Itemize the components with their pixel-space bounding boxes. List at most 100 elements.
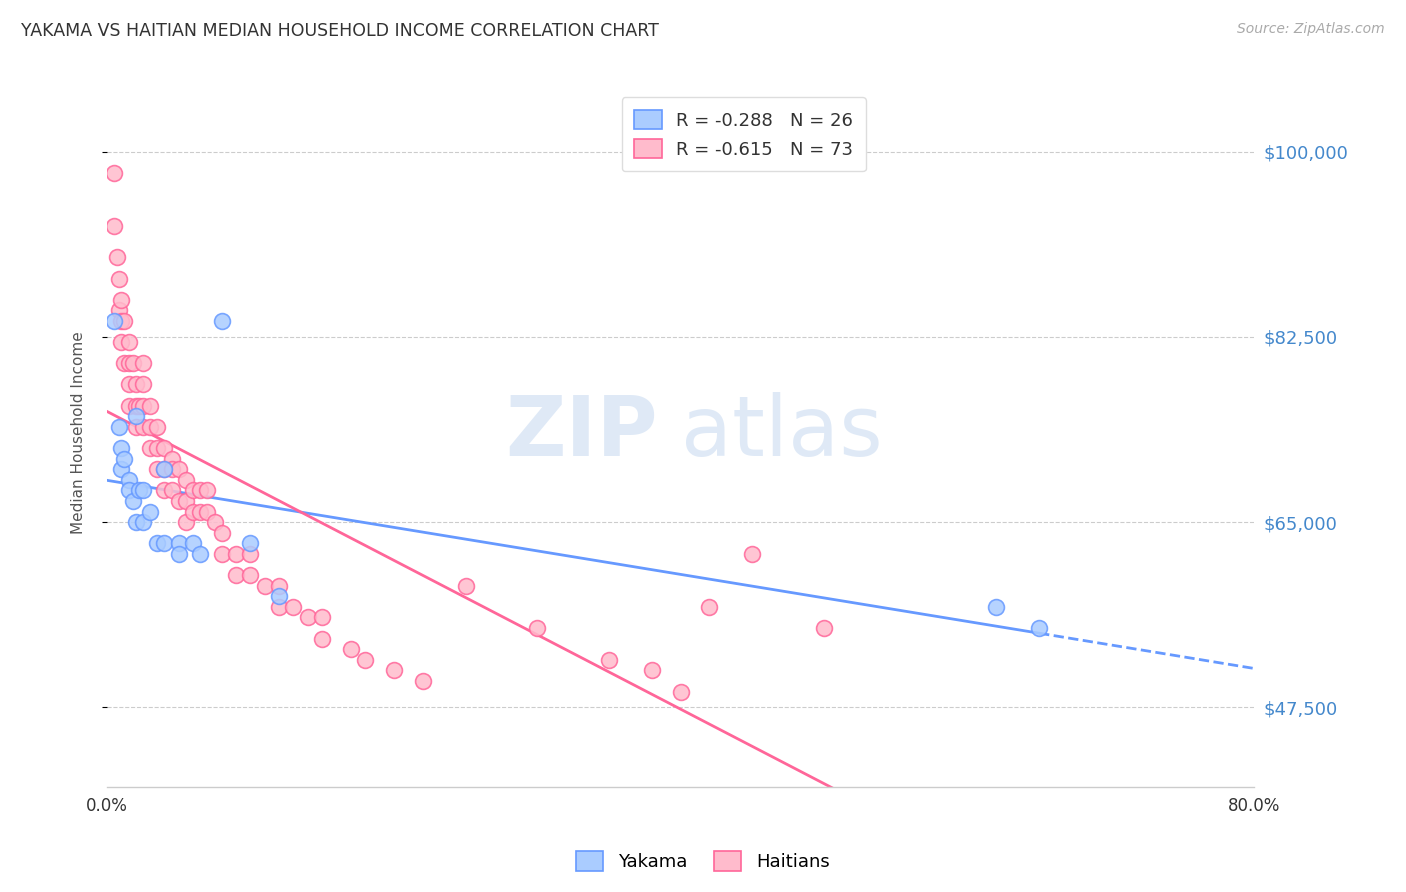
- Point: [641, 664, 664, 678]
- Point: [174, 494, 197, 508]
- Point: [103, 166, 125, 180]
- Point: [122, 356, 145, 370]
- Point: [697, 599, 720, 614]
- Point: [188, 547, 211, 561]
- Point: [105, 251, 128, 265]
- Point: [139, 399, 162, 413]
- Point: [132, 515, 155, 529]
- Point: [211, 314, 233, 328]
- Point: [139, 420, 162, 434]
- Point: [225, 568, 247, 582]
- Point: [153, 441, 176, 455]
- Point: [211, 547, 233, 561]
- Point: [146, 420, 169, 434]
- Point: [598, 653, 620, 667]
- Point: [117, 377, 139, 392]
- Point: [197, 504, 219, 518]
- Point: [813, 621, 835, 635]
- Point: [110, 293, 132, 307]
- Point: [112, 314, 135, 328]
- Point: [146, 462, 169, 476]
- Point: [741, 547, 763, 561]
- Point: [167, 494, 190, 508]
- Point: [128, 483, 150, 498]
- Text: YAKAMA VS HAITIAN MEDIAN HOUSEHOLD INCOME CORRELATION CHART: YAKAMA VS HAITIAN MEDIAN HOUSEHOLD INCOM…: [21, 22, 659, 40]
- Point: [128, 399, 150, 413]
- Point: [122, 494, 145, 508]
- Point: [269, 579, 291, 593]
- Point: [110, 314, 132, 328]
- Point: [132, 420, 155, 434]
- Y-axis label: Median Household Income: Median Household Income: [72, 331, 86, 533]
- Point: [112, 451, 135, 466]
- Point: [412, 673, 434, 688]
- Point: [125, 399, 148, 413]
- Point: [146, 536, 169, 550]
- Point: [125, 420, 148, 434]
- Point: [153, 536, 176, 550]
- Point: [132, 356, 155, 370]
- Point: [117, 399, 139, 413]
- Point: [984, 599, 1007, 614]
- Point: [225, 547, 247, 561]
- Point: [117, 335, 139, 350]
- Point: [117, 483, 139, 498]
- Point: [311, 632, 333, 646]
- Point: [269, 589, 291, 603]
- Point: [117, 473, 139, 487]
- Point: [132, 377, 155, 392]
- Point: [311, 610, 333, 624]
- Legend: R = -0.288   N = 26, R = -0.615   N = 73: R = -0.288 N = 26, R = -0.615 N = 73: [621, 97, 866, 171]
- Point: [153, 462, 176, 476]
- Point: [181, 483, 204, 498]
- Point: [139, 441, 162, 455]
- Point: [107, 271, 129, 285]
- Point: [103, 314, 125, 328]
- Point: [117, 356, 139, 370]
- Point: [669, 684, 692, 698]
- Point: [103, 219, 125, 233]
- Point: [132, 399, 155, 413]
- Point: [340, 642, 363, 657]
- Point: [153, 483, 176, 498]
- Point: [139, 504, 162, 518]
- Point: [174, 473, 197, 487]
- Point: [107, 303, 129, 318]
- Point: [181, 536, 204, 550]
- Point: [181, 504, 204, 518]
- Point: [146, 441, 169, 455]
- Point: [297, 610, 319, 624]
- Legend: Yakama, Haitians: Yakama, Haitians: [569, 844, 837, 879]
- Point: [354, 653, 377, 667]
- Point: [110, 335, 132, 350]
- Text: ZIP: ZIP: [505, 392, 658, 473]
- Point: [110, 462, 132, 476]
- Point: [382, 664, 405, 678]
- Point: [197, 483, 219, 498]
- Point: [454, 579, 477, 593]
- Point: [269, 599, 291, 614]
- Point: [204, 515, 226, 529]
- Point: [253, 579, 276, 593]
- Point: [153, 462, 176, 476]
- Point: [132, 483, 155, 498]
- Point: [239, 547, 262, 561]
- Point: [211, 525, 233, 540]
- Point: [174, 515, 197, 529]
- Point: [160, 462, 183, 476]
- Point: [110, 441, 132, 455]
- Point: [160, 483, 183, 498]
- Point: [239, 536, 262, 550]
- Point: [125, 515, 148, 529]
- Point: [1028, 621, 1050, 635]
- Point: [167, 536, 190, 550]
- Point: [125, 377, 148, 392]
- Point: [112, 356, 135, 370]
- Point: [188, 483, 211, 498]
- Point: [160, 451, 183, 466]
- Point: [239, 568, 262, 582]
- Point: [167, 462, 190, 476]
- Point: [167, 547, 190, 561]
- Point: [107, 420, 129, 434]
- Point: [283, 599, 305, 614]
